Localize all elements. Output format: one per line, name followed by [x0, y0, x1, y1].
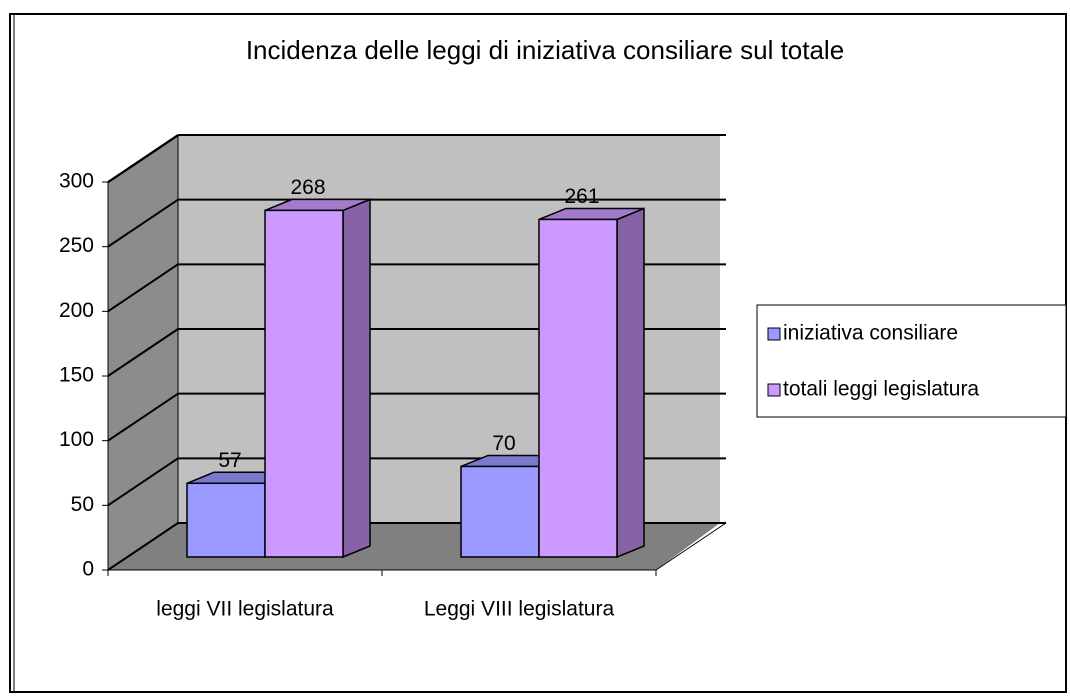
chart-title: Incidenza delle leggi di iniziativa cons… — [246, 35, 844, 65]
grid-line — [107, 522, 179, 571]
grid-line — [107, 457, 179, 507]
bar — [264, 209, 344, 558]
grid-line — [107, 328, 179, 377]
y-tick-label: 200 — [59, 299, 94, 322]
bar — [460, 465, 540, 558]
legend-swatch — [767, 327, 781, 341]
y-tick-label: 0 — [82, 558, 94, 581]
legend-label: totali leggi legislatura — [783, 378, 979, 401]
legend-swatch — [767, 383, 781, 397]
y-tick-label: 150 — [59, 364, 94, 387]
y-tick-label: 50 — [71, 493, 94, 516]
legend-label: iniziativa consiliare — [783, 322, 958, 345]
bar-side — [342, 198, 371, 559]
y-tick-label: 100 — [59, 428, 94, 451]
legend — [756, 304, 1067, 418]
grid-line — [107, 392, 179, 442]
y-tick-label: 300 — [59, 170, 94, 193]
data-label: 57 — [218, 449, 241, 472]
grid-line — [107, 198, 179, 248]
data-label: 261 — [564, 185, 599, 208]
data-label: 268 — [290, 176, 325, 199]
x-tick-label: Leggi VIII legislatura — [424, 598, 615, 621]
x-axis-back — [655, 522, 727, 571]
bar-side — [616, 207, 645, 559]
bar — [186, 482, 266, 558]
grid-line — [107, 134, 179, 183]
data-label: 70 — [492, 432, 515, 455]
x-tick-label: leggi VII legislatura — [156, 598, 334, 621]
y-tick-label: 250 — [59, 234, 94, 257]
grid-line — [107, 263, 179, 313]
bar — [538, 218, 618, 558]
